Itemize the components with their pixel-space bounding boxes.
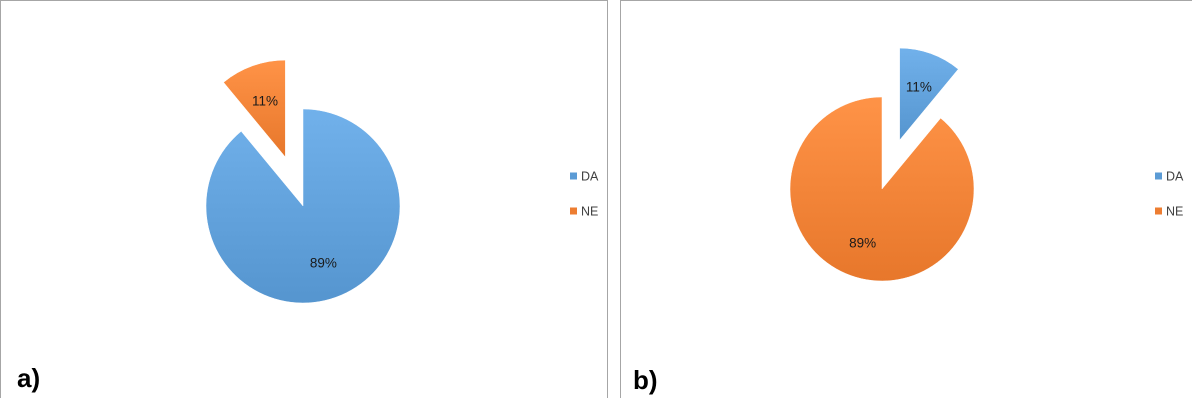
data-label-ne: 89%	[849, 236, 876, 251]
legend-label-ne: NE	[581, 205, 598, 219]
legend-swatch-da	[1155, 172, 1162, 180]
legend-item-da: DA	[570, 170, 599, 184]
legend-item-ne: NE	[1155, 205, 1183, 219]
data-label-da: 89%	[310, 256, 337, 271]
legend-swatch-da	[570, 172, 577, 180]
pie-chart-a: 89% 11% DA NE	[205, 59, 599, 304]
pie-slice-ne	[789, 96, 975, 282]
legend-item-ne: NE	[570, 205, 598, 219]
legend-item-da: DA	[1155, 170, 1184, 184]
chart-panel-b: 11% 89% DA NE b)	[620, 0, 1192, 398]
legend-label-da: DA	[581, 170, 599, 184]
legend-label-da: DA	[1166, 170, 1184, 184]
chart-panel-a: 89% 11% DA NE a)	[0, 0, 608, 398]
legend-label-ne: NE	[1166, 205, 1183, 219]
data-label-ne: 11%	[252, 93, 278, 108]
pie-slice-da	[899, 47, 959, 141]
data-label-da: 11%	[906, 79, 932, 94]
panel-label-a: a)	[17, 363, 41, 393]
panel-label-b: b)	[633, 365, 658, 395]
legend-swatch-ne	[570, 207, 577, 215]
pie-slice-da	[205, 108, 401, 304]
pie-chart-b: 11% 89% DA NE	[789, 47, 1184, 282]
legend-swatch-ne	[1155, 207, 1162, 215]
pie-slice-ne	[223, 59, 286, 158]
